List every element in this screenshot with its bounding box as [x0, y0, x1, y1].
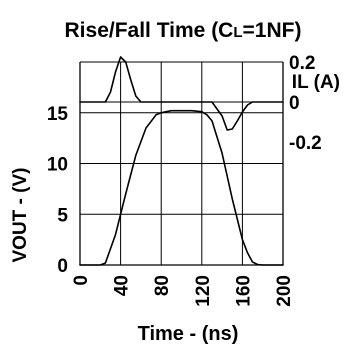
- y-axis-left-label: VOUT - (V): [10, 168, 31, 263]
- x-tick-label-3: 120: [193, 275, 214, 307]
- x-tick-label-0: 0: [71, 275, 92, 286]
- x-axis-label: Time - (ns): [138, 323, 239, 345]
- y-left-tick-label-0: 0: [57, 256, 68, 277]
- chart-title-suffix: =1NF): [243, 19, 302, 42]
- x-tick-label-5: 200: [274, 275, 295, 307]
- series-line-vout: [79, 109, 284, 266]
- x-tick-label-4: 160: [233, 275, 254, 307]
- chart-title: Rise/Fall Time (CL=1NF): [65, 19, 302, 42]
- y-right-tick-label-2: -0.2: [289, 133, 322, 154]
- tick-labels: 0 5 10 15 0.2 0 -0.2 0 40 80 120 160 200: [47, 53, 322, 307]
- chart-title-subscript: L: [233, 24, 242, 41]
- y-axis-right-label: IL (A): [292, 72, 340, 93]
- y-right-tick-label-0: 0.2: [289, 53, 315, 74]
- y-left-tick-label-1: 5: [57, 205, 68, 226]
- axes: [79, 62, 284, 266]
- y-left-tick-label-2: 10: [47, 155, 68, 176]
- y-left-tick-label-3: 15: [47, 104, 69, 125]
- x-tick-label-1: 40: [112, 275, 133, 296]
- series-layer: [79, 56, 284, 266]
- y-right-tick-label-1: 0: [289, 93, 300, 114]
- series-line-il: [79, 56, 284, 131]
- chart-title-prefix: Rise/Fall Time (C: [65, 19, 234, 42]
- x-tick-label-2: 80: [152, 275, 173, 296]
